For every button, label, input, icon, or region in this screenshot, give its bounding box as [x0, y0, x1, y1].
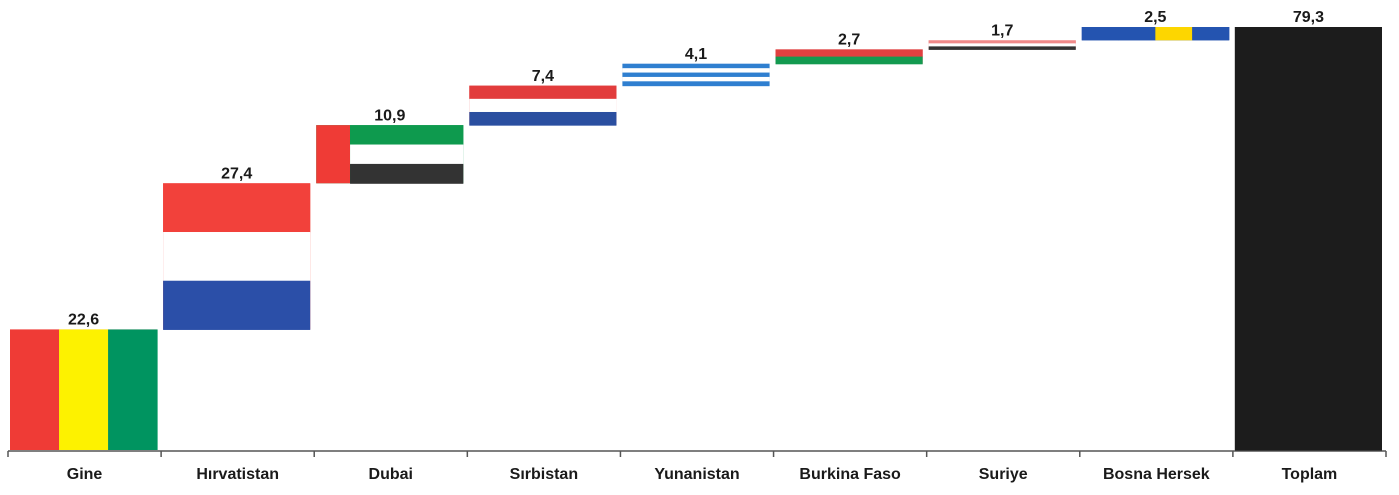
flag-stripe — [1155, 27, 1193, 41]
flag-stripe — [622, 63, 770, 69]
value-label: 27,4 — [221, 166, 252, 183]
flag-stripe — [622, 81, 770, 87]
flag-stripe — [350, 125, 464, 146]
bar-group — [622, 63, 770, 87]
flag-stripe — [163, 183, 311, 233]
flag-stripe — [775, 49, 923, 58]
flag-stripe — [350, 163, 464, 184]
flag-stripe — [1081, 27, 1120, 41]
x-tick-label: Suriye — [979, 466, 1028, 483]
flag-stripe — [108, 329, 158, 450]
x-tick-label: Gine — [67, 466, 103, 483]
flag-stripe — [59, 329, 109, 450]
flag-hoist — [316, 125, 351, 184]
flag-stripe — [1234, 27, 1382, 451]
flag-stripe — [1192, 27, 1230, 41]
flag-stripe — [928, 40, 1076, 44]
x-tick-label: Hırvatistan — [196, 466, 279, 483]
bar-group — [775, 49, 923, 65]
x-tick-label: Sırbistan — [510, 466, 578, 483]
flag-stripe — [622, 68, 770, 74]
bar-group — [163, 183, 311, 330]
bar-group — [928, 40, 1076, 50]
bar-group — [1081, 27, 1230, 41]
bar-group — [10, 329, 158, 450]
x-tick-label: Dubai — [369, 466, 413, 483]
flag-stripe — [469, 98, 617, 113]
flag-stripe — [928, 46, 1076, 50]
flag-stripe — [469, 85, 617, 100]
flag-stripe — [775, 56, 923, 65]
x-tick-label: Burkina Faso — [799, 466, 901, 483]
flag-stripe — [1118, 27, 1156, 41]
flag-stripe — [350, 144, 464, 165]
bar-group — [316, 125, 464, 184]
flag-stripe — [928, 43, 1076, 47]
flag-stripe — [163, 280, 311, 330]
value-label: 22,6 — [68, 312, 99, 329]
x-tick-label: Toplam — [1282, 466, 1338, 483]
flag-stripe — [622, 72, 770, 78]
value-label: 7,4 — [532, 68, 554, 85]
value-label: 79,3 — [1293, 9, 1324, 26]
x-tick-label: Bosna Hersek — [1103, 466, 1210, 483]
value-label: 10,9 — [374, 107, 405, 124]
bar-group — [1234, 27, 1382, 451]
flag-stripe — [163, 232, 311, 282]
value-label: 2,7 — [838, 32, 860, 49]
bar-group — [469, 85, 617, 126]
flag-stripe — [622, 76, 770, 82]
value-label: 4,1 — [685, 46, 707, 63]
flag-stripe — [10, 329, 60, 450]
value-label: 2,5 — [1144, 9, 1166, 26]
flag-stripe — [469, 111, 617, 126]
value-label: 1,7 — [991, 23, 1013, 40]
x-tick-label: Yunanistan — [654, 466, 739, 483]
